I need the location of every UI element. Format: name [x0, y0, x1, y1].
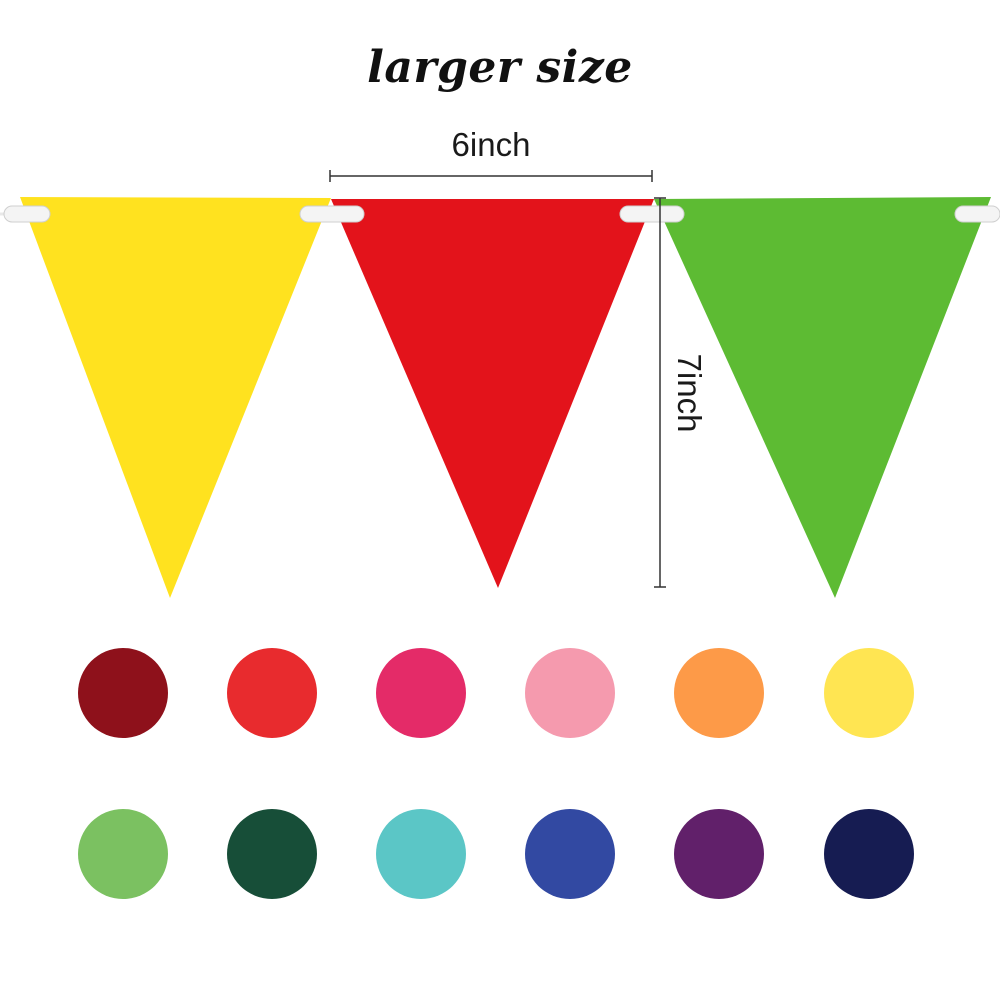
- width-dimension-line: [329, 170, 653, 182]
- swatch-turquoise: [376, 809, 466, 899]
- string-loop: [619, 205, 685, 223]
- title-text: larger size: [367, 42, 633, 93]
- string-loop: [3, 205, 51, 223]
- swatch-pink-red: [376, 648, 466, 738]
- pennant-red: [331, 199, 654, 588]
- width-label: 6inch: [451, 126, 531, 163]
- string-loop: [299, 205, 365, 223]
- swatch-light-green: [78, 809, 168, 899]
- swatch-navy: [824, 809, 914, 899]
- height-dimension-line: [654, 197, 666, 588]
- pennant-green: [654, 197, 991, 598]
- swatch-light-yellow: [824, 648, 914, 738]
- swatch-dark-green: [227, 809, 317, 899]
- swatch-red: [227, 648, 317, 738]
- swatch-orange: [674, 648, 764, 738]
- swatch-maroon: [78, 648, 168, 738]
- pennant-yellow: [20, 197, 331, 598]
- string-loop: [954, 205, 1000, 223]
- swatch-royal-blue: [525, 809, 615, 899]
- swatch-light-pink: [525, 648, 615, 738]
- swatch-purple: [674, 809, 764, 899]
